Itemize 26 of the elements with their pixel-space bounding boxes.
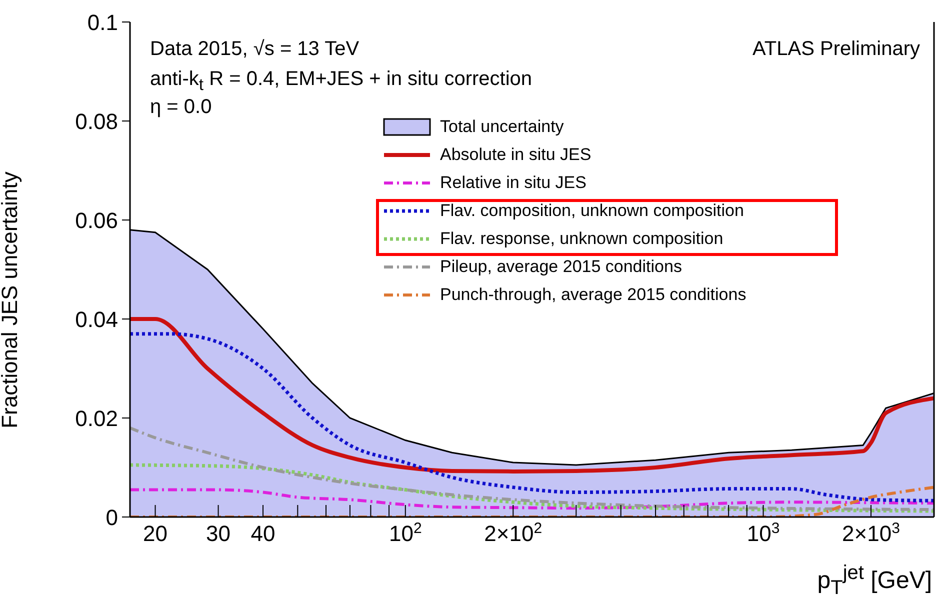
legend-label: Absolute in situ JES (440, 145, 592, 165)
x-tick-label: 10$^{2}$ (388, 520, 422, 546)
annotation: anti-k$_{t}$ R = 0.4, EM+JES + in situ correction (150, 68, 532, 95)
legend-label: Punch-through, average 2015 conditions (440, 285, 746, 305)
legend-label: Relative in situ JES (440, 173, 586, 193)
x-tick-label: 40 (250, 521, 276, 546)
x-tick-label: 2×10$^{3}$ (842, 520, 900, 546)
legend-label: Total uncertainty (440, 117, 564, 137)
x-tick-label: 10$^{3}$ (746, 520, 780, 546)
y-tick-label: 0 (106, 504, 118, 530)
y-tick-label: 0.06 (75, 208, 118, 233)
y-axis-title: Fractional JES uncertainty (0, 172, 23, 428)
y-tick-label: 0.02 (75, 406, 118, 431)
y-tick-label: 0.08 (75, 108, 118, 134)
annotation: ATLAS Preliminary (752, 38, 920, 61)
legend-label: Flav. response, unknown composition (440, 229, 724, 249)
x-tick-label: 30 (206, 521, 231, 546)
legend-label: Flav. composition, unknown composition (440, 201, 744, 221)
x-axis-title: p$_{T}$$^{jet}$ [GeV] (817, 562, 932, 600)
x-tick-label: 2×10$^{2}$ (484, 520, 542, 546)
legend-label: Pileup, average 2015 conditions (440, 257, 682, 277)
x-tick-label: 20 (143, 521, 168, 546)
y-tick-label: 0.04 (75, 306, 118, 332)
annotation: Data 2015, √s = 13 TeV (150, 38, 360, 61)
y-tick-label: 0.1 (87, 10, 118, 35)
annotation: η = 0.0 (150, 96, 212, 119)
